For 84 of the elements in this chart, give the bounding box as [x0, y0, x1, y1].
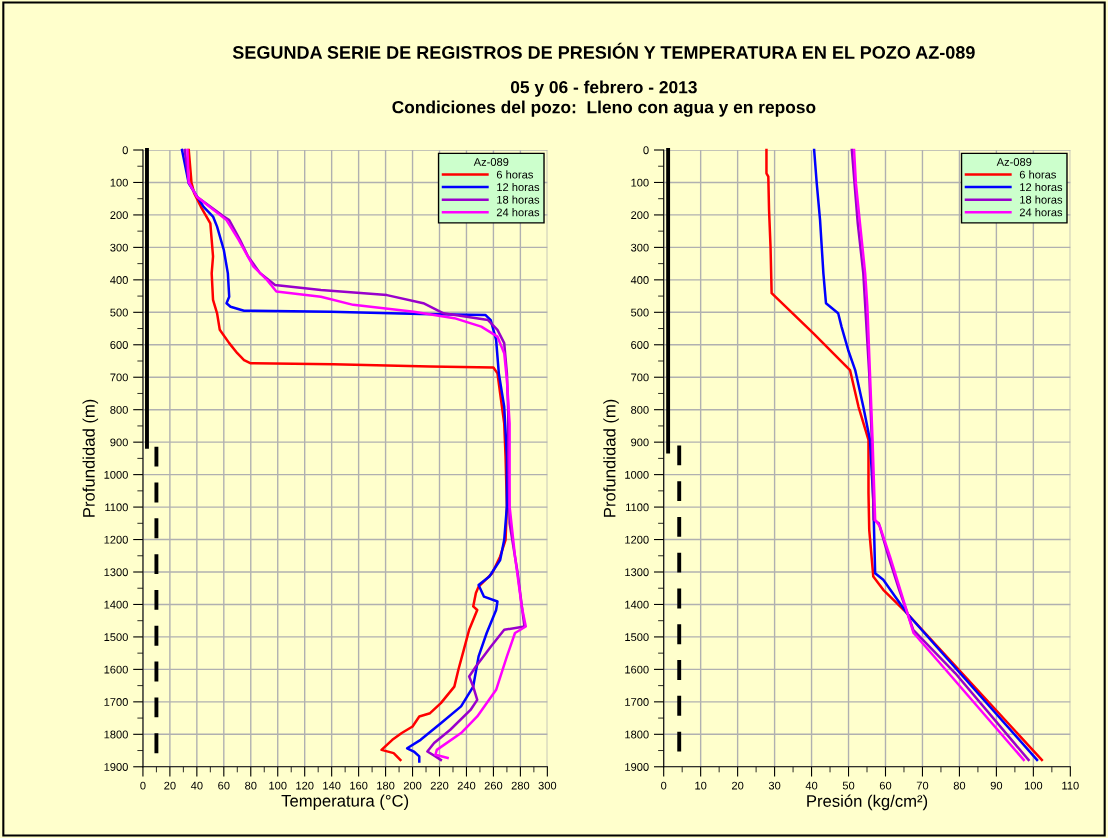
y-tick-label: 1400 — [104, 600, 128, 609]
y-tick-label: 800 — [631, 405, 649, 414]
x-tick-label: 70 — [916, 781, 929, 790]
y-tick-label: 900 — [631, 438, 649, 447]
x-tick-label: 80 — [953, 781, 966, 790]
y-tick-label: 1800 — [104, 730, 128, 739]
x-tick-label: 50 — [842, 781, 855, 790]
legend-label: 18 horas — [497, 195, 540, 204]
y-tick-label: 1100 — [105, 503, 128, 512]
y-tick-label: 0 — [643, 146, 649, 155]
y-tick-label: 1200 — [625, 535, 649, 544]
y-tick-label: 1200 — [104, 535, 128, 544]
x-tick-label: 180 — [377, 781, 395, 790]
x-tick-label: 280 — [511, 781, 530, 790]
y-tick-label: 1500 — [625, 633, 649, 642]
legend-label: 18 horas — [1020, 195, 1063, 204]
x-tick-label: 160 — [350, 781, 368, 790]
x-tick-label: 0 — [661, 781, 667, 790]
y-tick-label: 1800 — [625, 730, 649, 739]
x-tick-label: 90 — [990, 781, 1003, 790]
y-tick-label: 1500 — [104, 633, 128, 642]
y-tick-label: 500 — [110, 308, 128, 317]
legend-title: Az-089 — [996, 158, 1032, 166]
x-tick-label: 120 — [296, 781, 314, 790]
x-tick-label: 260 — [484, 781, 503, 790]
x-tick-label: 30 — [768, 781, 781, 790]
y-tick-label: 100 — [110, 178, 128, 187]
y-tick-label: 700 — [631, 373, 649, 382]
y-axis-title: Profundidad (m) — [82, 399, 99, 517]
y-tick-label: 1900 — [625, 763, 649, 771]
x-tick-label: 40 — [805, 781, 818, 790]
x-tick-label: 220 — [430, 781, 449, 790]
x-tick-label: 110 — [1062, 781, 1079, 790]
y-tick-label: 1300 — [625, 568, 649, 577]
y-tick-label: 1600 — [625, 665, 649, 674]
y-tick-label: 300 — [110, 243, 128, 252]
x-axis-title: Temperatura (°C) — [281, 794, 409, 811]
y-tick-label: 1000 — [104, 470, 128, 479]
y-tick-label: 700 — [110, 373, 128, 382]
text: 05 y 06 - febrero - 2013 Condiciones del pozo: Lleno con agua y en reposo — [392, 80, 816, 117]
legend-title: Az-089 — [473, 158, 509, 166]
y-tick-label: 0 — [122, 146, 128, 155]
y-tick-label: 600 — [631, 341, 649, 349]
y-tick-label: 100 — [631, 178, 649, 187]
y-tick-label: 1700 — [625, 698, 649, 706]
y-tick-label: 600 — [110, 341, 128, 349]
x-tick-label: 20 — [164, 781, 176, 790]
y-axis-title: Profundidad (m) — [603, 399, 619, 517]
legend-label: 12 horas — [1020, 182, 1063, 192]
y-tick-label: 900 — [110, 438, 128, 447]
y-tick-label: 800 — [110, 405, 128, 414]
y-tick-label: 1700 — [104, 698, 128, 706]
y-tick-label: 200 — [631, 211, 649, 220]
y-tick-label: 1600 — [104, 665, 128, 674]
legend-label: 24 horas — [496, 208, 540, 217]
y-tick-label: 1300 — [104, 568, 128, 577]
y-tick-label: 400 — [110, 276, 128, 284]
x-tick-label: 100 — [1024, 781, 1043, 790]
legend-label: 24 horas — [1019, 208, 1063, 217]
x-tick-label: 20 — [732, 781, 744, 790]
x-axis-title: Presión (kg/cm²) — [807, 794, 928, 811]
legend-label: 6 horas — [496, 170, 533, 179]
y-tick-label: 200 — [110, 211, 128, 220]
x-tick-label: 300 — [538, 781, 557, 790]
x-tick-label: 140 — [323, 781, 341, 790]
x-tick-label: 200 — [403, 781, 422, 790]
y-tick-label: 1000 — [625, 470, 649, 479]
y-tick-label: 1100 — [626, 503, 649, 512]
text: SEGUNDA SERIE DE REGISTROS DE PRESIÓN Y TEMPERATURA EN EL POZO AZ-089 — [232, 42, 975, 59]
x-tick-label: 10 — [695, 781, 707, 790]
y-tick-label: 300 — [631, 243, 649, 252]
x-tick-label: 0 — [140, 781, 146, 790]
x-tick-label: 60 — [218, 781, 230, 790]
x-tick-label: 60 — [879, 781, 892, 790]
y-tick-label: 400 — [630, 276, 649, 284]
x-tick-label: 240 — [457, 781, 476, 790]
y-tick-label: 1400 — [625, 600, 649, 609]
y-tick-label: 1900 — [104, 763, 128, 771]
x-tick-label: 100 — [269, 781, 287, 790]
legend-label: 12 horas — [497, 182, 540, 192]
legend-label: 6 horas — [1019, 170, 1056, 179]
x-tick-label: 40 — [190, 781, 203, 790]
x-tick-label: 80 — [245, 781, 257, 790]
y-tick-label: 500 — [631, 308, 649, 317]
